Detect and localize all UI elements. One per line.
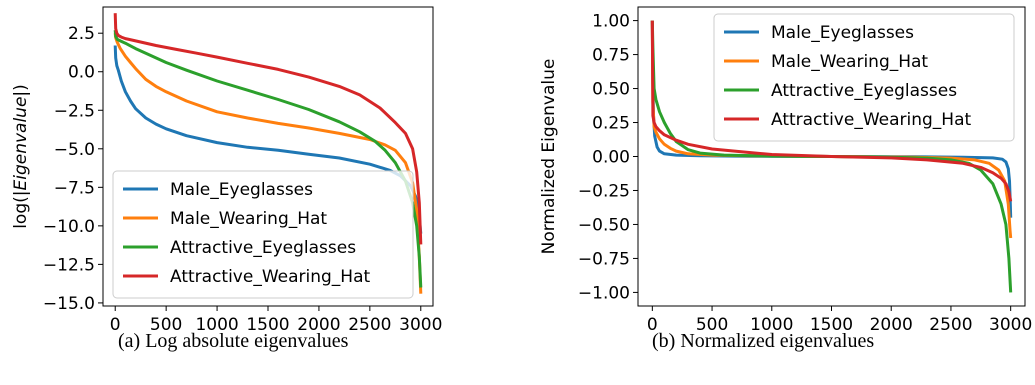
y-tick-label: −0.25 — [578, 181, 630, 201]
y-tick-label: 0.75 — [592, 46, 630, 66]
x-tick-label: 3000 — [989, 315, 1032, 335]
x-tick-label: 500 — [150, 315, 182, 335]
legend-box — [713, 13, 1015, 142]
x-tick-label: 2000 — [297, 315, 340, 335]
legend-label-attractive-eyeglasses: Attractive_Eyeglasses — [771, 81, 957, 101]
legend-box — [112, 170, 414, 299]
x-tick-label: 0 — [647, 315, 658, 335]
x-tick-label: 3000 — [399, 315, 442, 335]
x-tick-label: 2000 — [870, 315, 913, 335]
panel-log-eigenvalues: 0 500 1000 1500 2000 2500 3000 2.5 0.0 −2.5 −5.0 −7… — [11, 6, 442, 335]
y-tick-label: −1.00 — [578, 283, 630, 303]
y-tick-label: −7.5 — [54, 178, 95, 198]
legend-label-attractive-eyeglasses: Attractive_Eyeglasses — [170, 238, 356, 258]
y-tick-label: −12.5 — [43, 255, 95, 275]
legend-label-male-eyeglasses: Male_Eyeglasses — [771, 23, 914, 43]
y-tick-label: 0.25 — [592, 114, 630, 134]
x-tick-label: 1000 — [195, 315, 238, 335]
y-tick-label: −2.5 — [54, 101, 95, 121]
x-tick-label: 1500 — [246, 315, 289, 335]
series-line-attractive-wearing-hat — [113, 13, 423, 245]
y-tick-label: 0.50 — [592, 80, 630, 100]
series-line-attractive-eyeglasses — [650, 20, 1013, 293]
y-tick-label: −15.0 — [43, 294, 95, 314]
series-line-male-wearing-hat — [113, 33, 423, 294]
x-tick-label: 0 — [110, 315, 121, 335]
y-tick-label: −5.0 — [54, 140, 95, 160]
series-line-attractive-wearing-hat — [650, 20, 1013, 202]
y-tick-label: 1.00 — [592, 12, 630, 32]
legend-label-male-eyeglasses: Male_Eyeglasses — [170, 180, 313, 200]
y-tick-label: −0.75 — [578, 249, 630, 269]
y-tick-label: 2.5 — [68, 24, 95, 44]
panel-normalized-eigenvalues: 0 500 1000 1500 2000 2500 3000 1.00 0.75 0.50 0.25… — [539, 6, 1032, 335]
x-tick-label: 1500 — [810, 315, 853, 335]
x-tick-label: 2500 — [929, 315, 972, 335]
y-tick-label: 0.00 — [592, 148, 630, 168]
y-axis-label: log(|Eigenvalue|) — [11, 84, 31, 229]
legend-label-attractive-wearing-hat: Attractive_Wearing_Hat — [771, 110, 971, 130]
legend-label-male-wearing-hat: Male_Wearing_Hat — [170, 209, 327, 229]
y-tick-label: −10.0 — [43, 217, 95, 237]
x-tick-label: 1000 — [750, 315, 793, 335]
legend-label-male-wearing-hat: Male_Wearing_Hat — [771, 52, 928, 72]
y-axis-label: Normalized Eigenvalue — [539, 59, 559, 255]
x-tick-label: 2500 — [348, 315, 391, 335]
x-tick-label: 500 — [696, 315, 728, 335]
y-tick-label: −0.50 — [578, 215, 630, 235]
y-tick-label: 0.0 — [68, 63, 95, 83]
caption-b: (b) Normalized eigenvalues — [652, 330, 875, 352]
caption-a: (a) Log absolute eigenvalues — [118, 330, 349, 352]
legend-label-attractive-wearing-hat: Attractive_Wearing_Hat — [170, 267, 370, 287]
